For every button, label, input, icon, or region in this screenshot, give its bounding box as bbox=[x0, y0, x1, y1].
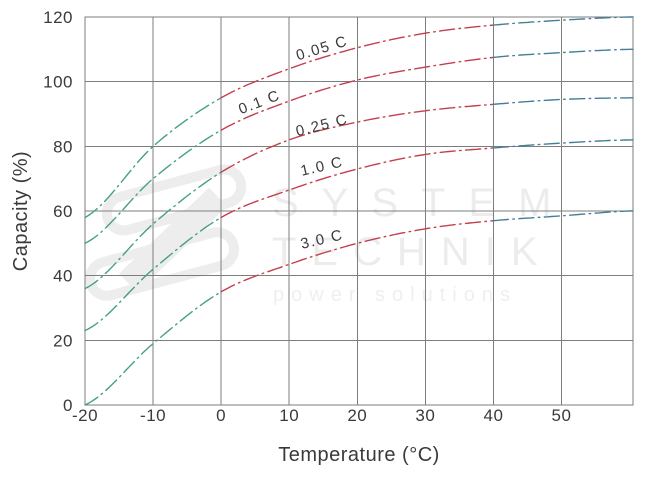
y-tick-label: 40 bbox=[53, 267, 73, 286]
curve-0.05C-segment bbox=[84, 97, 222, 219]
x-tick-label: 50 bbox=[552, 406, 572, 425]
curves bbox=[84, 16, 634, 406]
grid bbox=[84, 16, 634, 406]
y-tick-label: 80 bbox=[53, 137, 73, 156]
watermark-brand-line1: SYSTEM bbox=[272, 181, 575, 225]
x-axis-title: Temperature (°C) bbox=[278, 444, 440, 466]
tick-labels: -20 -10 0 10 20 30 40 50 0 20 40 60 80 100 120 bbox=[43, 8, 571, 425]
curve-label-0.1C: 0.1 C bbox=[236, 87, 283, 118]
y-tick-label: 120 bbox=[43, 8, 73, 27]
x-tick-label: -10 bbox=[140, 406, 166, 425]
curve-label-3.0C: 3.0 C bbox=[299, 226, 345, 252]
curve-labels: 0.05 C 0.1 C 0.25 C 1.0 C 3.0 C bbox=[236, 33, 350, 253]
curve-0.25C-segment bbox=[492, 97, 634, 105]
x-tick-label: 10 bbox=[279, 406, 299, 425]
curve-1.0C-segment bbox=[220, 147, 495, 219]
curve-0.1C-segment bbox=[84, 129, 222, 244]
y-tick-label: 20 bbox=[53, 331, 73, 350]
y-axis-title: Capacity (%) bbox=[10, 150, 32, 272]
curve-3.0C-segment bbox=[492, 210, 634, 222]
curve-0.1C-segment bbox=[220, 56, 495, 131]
curve-0.25C-segment bbox=[220, 103, 495, 173]
curve-0.1C-segment bbox=[492, 48, 634, 59]
curve-0.05C-segment bbox=[220, 24, 495, 99]
x-tick-label: 40 bbox=[483, 406, 503, 425]
curve-3.0C-segment bbox=[220, 220, 495, 293]
x-tick-label: 30 bbox=[415, 406, 435, 425]
curve-label-1.0C: 1.0 C bbox=[299, 153, 345, 179]
curve-3.0C-segment bbox=[84, 291, 222, 406]
y-tick-label: 60 bbox=[53, 202, 73, 221]
curve-0.25C-segment bbox=[84, 171, 222, 290]
x-tick-label: 0 bbox=[216, 406, 226, 425]
y-tick-label: 100 bbox=[43, 73, 73, 92]
curve-label-0.05C: 0.05 C bbox=[294, 33, 350, 65]
curve-label-0.25C: 0.25 C bbox=[294, 111, 350, 140]
x-tick-label: 20 bbox=[347, 406, 367, 425]
curve-1.0C-segment bbox=[492, 139, 634, 149]
curve-0.05C-segment bbox=[492, 16, 634, 26]
y-tick-label: 0 bbox=[63, 396, 73, 415]
x-tick-label: -20 bbox=[72, 406, 98, 425]
watermark-tagline: power solutions bbox=[273, 284, 517, 306]
curve-1.0C-segment bbox=[84, 216, 222, 332]
